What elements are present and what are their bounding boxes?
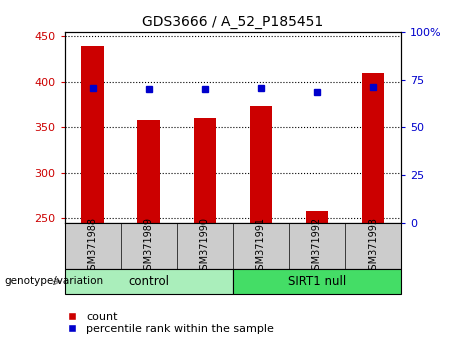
Title: GDS3666 / A_52_P185451: GDS3666 / A_52_P185451 — [142, 16, 324, 29]
Text: GSM371991: GSM371991 — [256, 217, 266, 275]
Bar — [65, 269, 233, 294]
Text: GSM371988: GSM371988 — [88, 217, 98, 275]
Text: SIRT1 null: SIRT1 null — [288, 275, 346, 288]
Bar — [233, 269, 401, 294]
Legend: count, percentile rank within the sample: count, percentile rank within the sample — [61, 312, 274, 334]
Text: GSM371989: GSM371989 — [144, 217, 154, 275]
Text: GSM371992: GSM371992 — [312, 216, 322, 276]
Text: control: control — [128, 275, 169, 288]
Bar — [82, 46, 104, 223]
Text: genotype/variation: genotype/variation — [5, 276, 104, 286]
Bar — [362, 73, 384, 223]
Bar — [306, 211, 328, 223]
Bar — [194, 118, 216, 223]
Text: GSM371993: GSM371993 — [368, 217, 378, 275]
Bar — [250, 105, 272, 223]
Text: GSM371990: GSM371990 — [200, 217, 210, 275]
Bar — [137, 120, 160, 223]
